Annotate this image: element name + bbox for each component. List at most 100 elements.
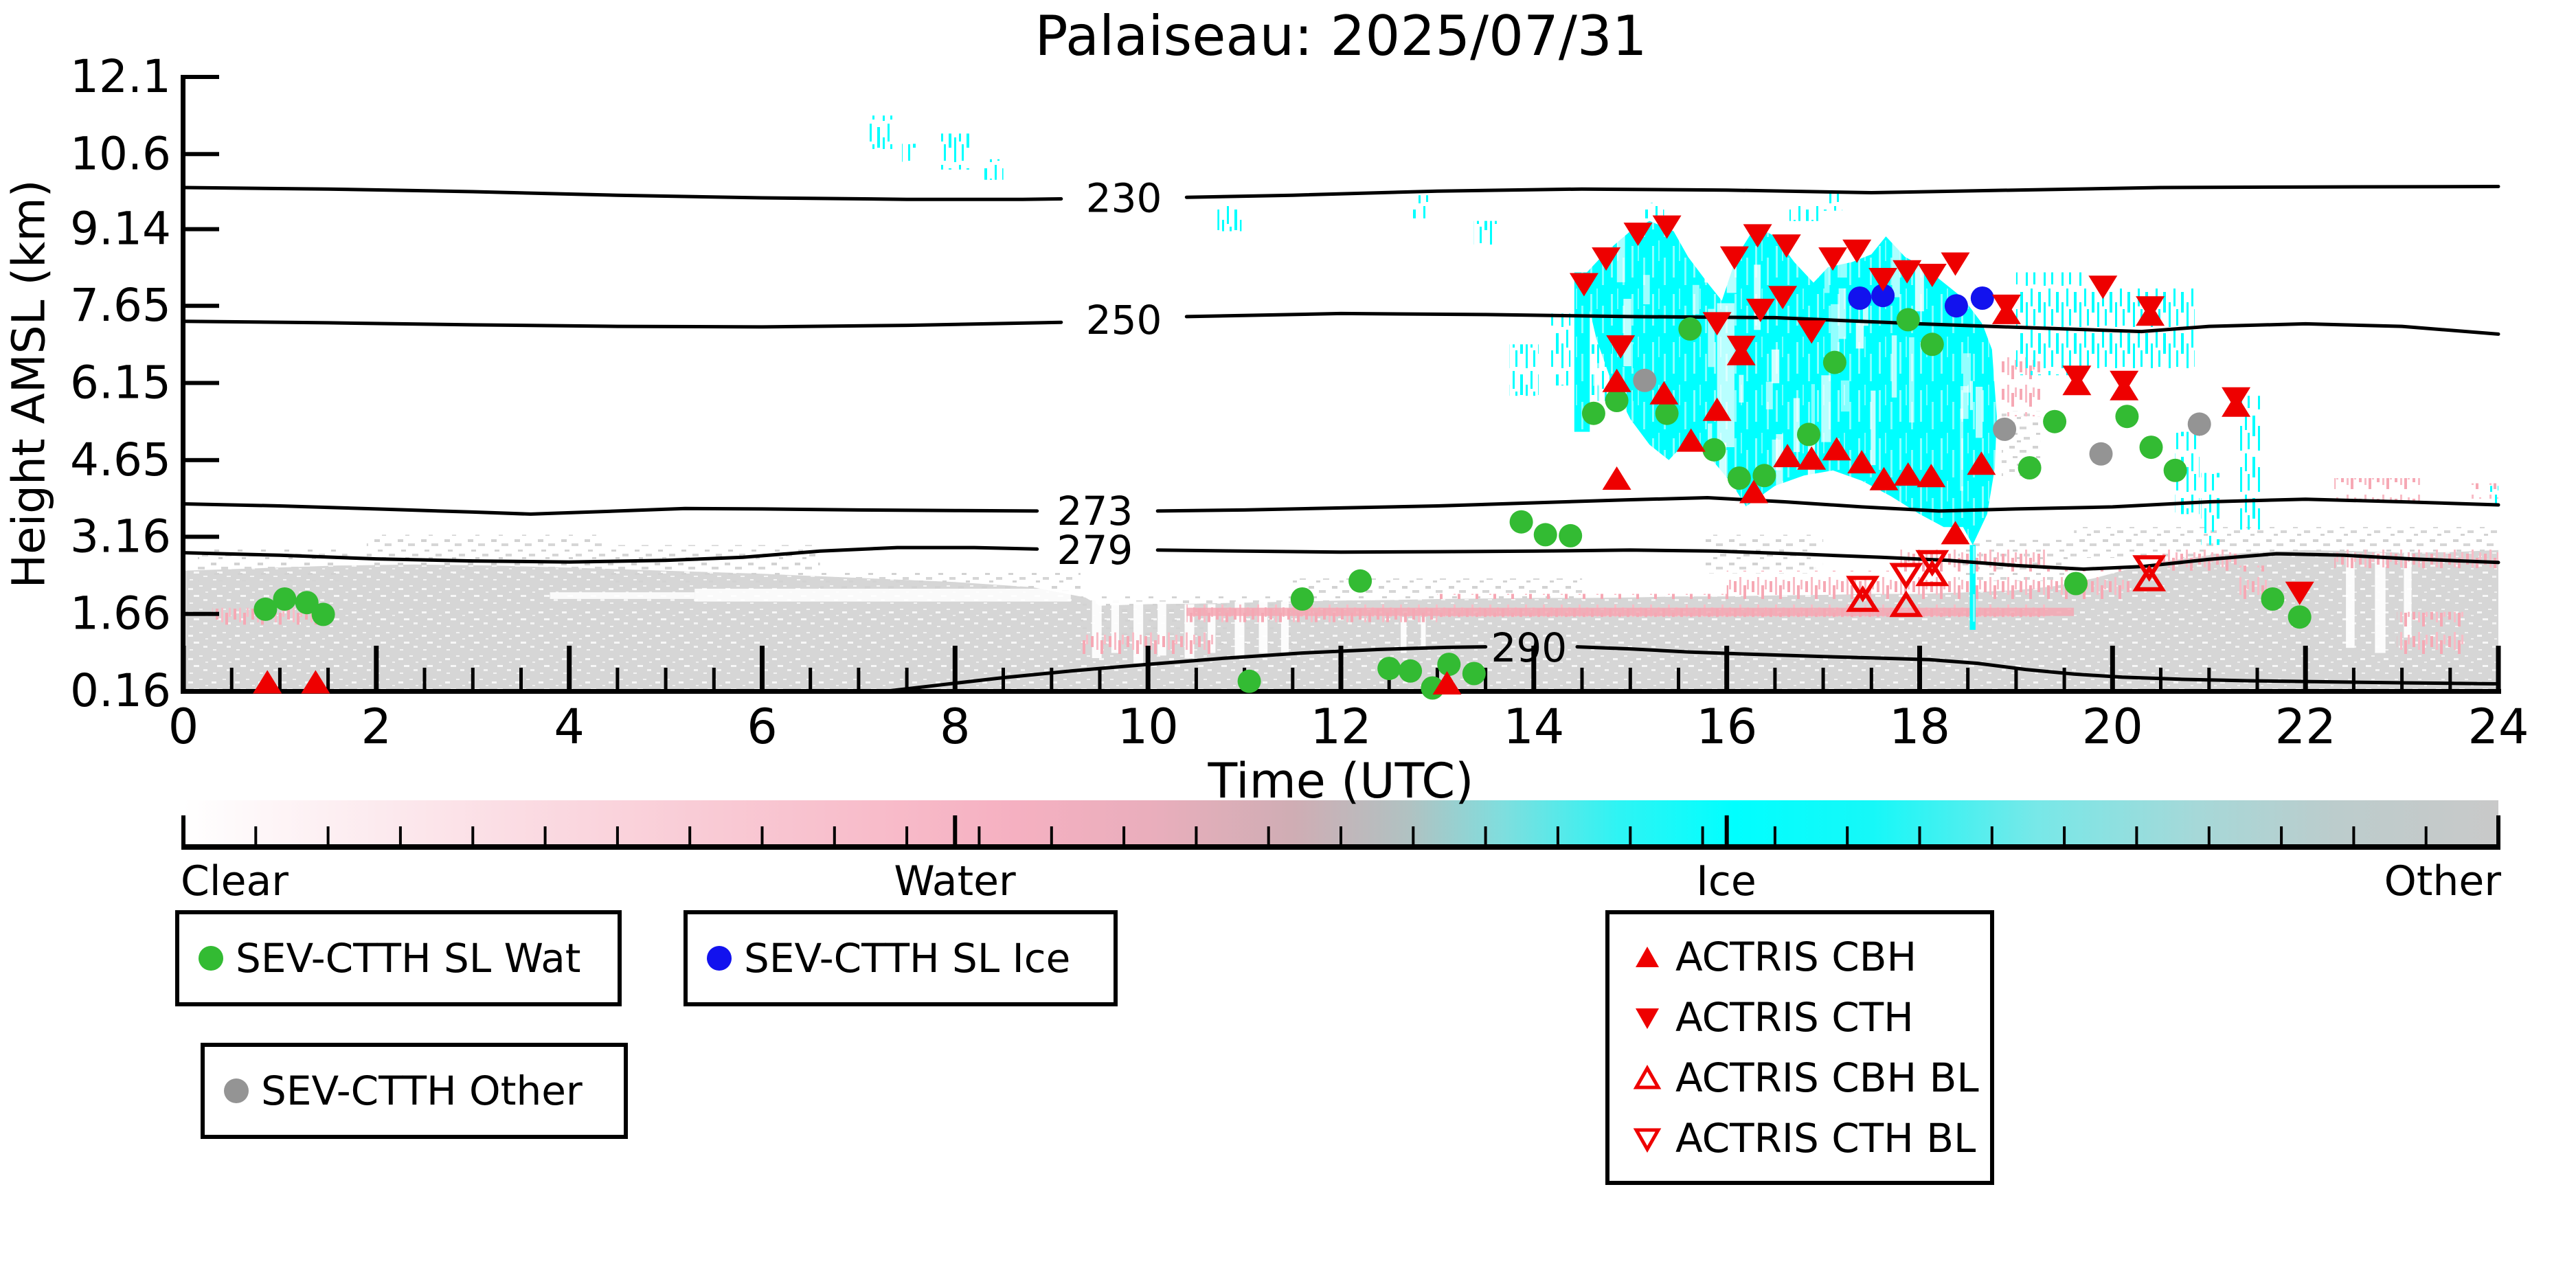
- point-sev-ctth-sl-wat: [1605, 389, 1629, 412]
- ice-cloud-specks: [1473, 221, 1498, 247]
- x-major-tick: [2110, 646, 2115, 691]
- x-major-tick: [181, 646, 186, 691]
- point-sev-ctth-sl-wat: [1581, 401, 1605, 425]
- x-minor-tick: [664, 668, 668, 691]
- colorbar-minor-tick: [1412, 826, 1415, 844]
- point-actris-cbh: [1967, 451, 1996, 475]
- point-sev-ctth-sl-wat: [2287, 605, 2312, 629]
- ice-cloud-specks: [940, 133, 970, 170]
- white-strip: [694, 589, 1071, 602]
- point-sev-ctth-other: [2187, 412, 2211, 436]
- gray-speckle-patch: [366, 534, 608, 574]
- cloud-white-streak: [1824, 261, 1830, 293]
- point-actris-cth: [2136, 296, 2165, 320]
- x-major-tick: [1724, 646, 1730, 691]
- x-minor-tick: [2159, 668, 2162, 691]
- point-sev-ctth-sl-wat: [1509, 510, 1533, 534]
- x-tick-label: 16: [1696, 699, 1757, 755]
- x-minor-tick: [2448, 668, 2452, 691]
- y-tick: [183, 227, 219, 231]
- cloud-white-streak: [1704, 214, 1711, 283]
- point-sev-ctth-other: [1993, 417, 2017, 441]
- cloud-white-streak: [1688, 450, 1697, 501]
- ice-cloud-specks: [2489, 486, 2498, 504]
- white-gap: [1208, 604, 1216, 653]
- x-tick-label: 2: [361, 699, 392, 755]
- contour-line-290: [1575, 645, 2500, 686]
- contour-label-230: 230: [1086, 175, 1162, 222]
- point-actris-cth-bl: [1889, 563, 1923, 590]
- legend-row-actris-cbh-bl: ACTRIS CBH BL: [1633, 1048, 1990, 1108]
- colorbar-minor-tick: [471, 826, 475, 844]
- cloud-hole: [1726, 262, 1737, 293]
- gray-dot-icon: [224, 1078, 249, 1103]
- point-actris-cth: [1917, 264, 1947, 287]
- colorbar-minor-tick: [833, 826, 836, 844]
- red-triangle-up-open-icon: [1633, 1064, 1662, 1089]
- point-sev-ctth-sl-wat: [1655, 401, 1679, 425]
- red-triangle-down-open-icon: [1633, 1128, 1662, 1153]
- background-clutter-layer: [183, 357, 2498, 691]
- y-axis-label: Height AMSL (km): [2, 179, 56, 589]
- colorbar-minor-tick: [1701, 826, 1704, 844]
- red-triangle-down-icon: [1636, 1008, 1659, 1029]
- white-gap: [1111, 599, 1119, 653]
- colorbar-label-water: Water: [894, 857, 1016, 905]
- point-actris-cbh: [1739, 479, 1768, 504]
- white-gap: [2375, 552, 2386, 653]
- y-tick-label: 4.65: [70, 433, 171, 486]
- legend-row-actris-cth: ACTRIS CTH: [1633, 987, 1990, 1048]
- colorbar-minor-tick: [1267, 826, 1270, 844]
- point-actris-cth: [2062, 365, 2092, 389]
- contour-label-279: 279: [1057, 527, 1133, 574]
- legend-label: ACTRIS CBH: [1675, 934, 1917, 980]
- point-sev-ctth-sl-wat: [1727, 466, 1751, 490]
- point-actris-cth: [2088, 275, 2118, 300]
- cloud-white-streak: [1969, 381, 1973, 410]
- cloud-white-streak: [1739, 374, 1744, 403]
- point-actris-cbh: [1773, 444, 1803, 468]
- y-tick-label: 1.66: [70, 587, 171, 640]
- x-minor-tick: [278, 668, 282, 691]
- colorbar-minor-tick: [688, 826, 692, 844]
- point-sev-ctth-sl-wat: [2043, 409, 2067, 433]
- colorbar-minor-tick: [2280, 826, 2283, 844]
- y-tick: [183, 75, 219, 79]
- colorbar-minor-tick: [1629, 826, 1632, 844]
- colorbar-minor-tick: [1340, 826, 1342, 844]
- point-actris-cbh: [1941, 521, 1970, 545]
- y-axis-spine: [181, 75, 185, 694]
- colorbar-minor-tick: [978, 826, 981, 844]
- point-sev-ctth-other: [1633, 368, 1657, 392]
- point-actris-cbh: [1649, 381, 1679, 405]
- colorbar-major-tick: [2496, 815, 2500, 844]
- cloud-white-streak: [1862, 301, 1868, 326]
- colorbar-minor-tick: [1050, 826, 1053, 844]
- point-actris-cth: [1768, 286, 1798, 310]
- point-actris-cth: [1772, 234, 1801, 258]
- cloud-white-streak: [1623, 299, 1631, 367]
- point-actris-cth: [1726, 335, 1756, 359]
- point-sev-ctth-sl-wat: [2018, 456, 2042, 479]
- ice-cloud-specks: [2201, 473, 2221, 545]
- point-sev-ctth-sl-wat: [1237, 669, 1261, 693]
- point-sev-ctth-sl-ice: [1871, 284, 1895, 308]
- legend-row-actris-cth-bl: ACTRIS CTH BL: [1633, 1108, 1990, 1168]
- ice-cloud-specks: [2237, 396, 2262, 530]
- ice-cloud-specks: [1789, 205, 1818, 221]
- point-actris-cbh: [301, 670, 330, 694]
- point-actris-cth: [1868, 268, 1898, 291]
- x-minor-tick: [1677, 668, 1680, 691]
- point-sev-ctth-sl-wat: [311, 602, 335, 626]
- colorbar-minor-tick: [2135, 826, 2138, 844]
- ice-cloud-specks: [984, 159, 1004, 180]
- x-minor-tick: [326, 668, 330, 691]
- x-tick-label: 18: [1889, 699, 1950, 755]
- ice-cloud-specks: [1509, 344, 1539, 396]
- point-sev-ctth-sl-wat: [1920, 332, 1944, 357]
- x-minor-tick: [2014, 668, 2018, 691]
- cloud-white-streak: [1616, 190, 1625, 282]
- point-actris-cth: [1592, 247, 1621, 271]
- colorbar-label-ice: Ice: [1696, 857, 1756, 905]
- cloud-white-streak: [1754, 264, 1761, 330]
